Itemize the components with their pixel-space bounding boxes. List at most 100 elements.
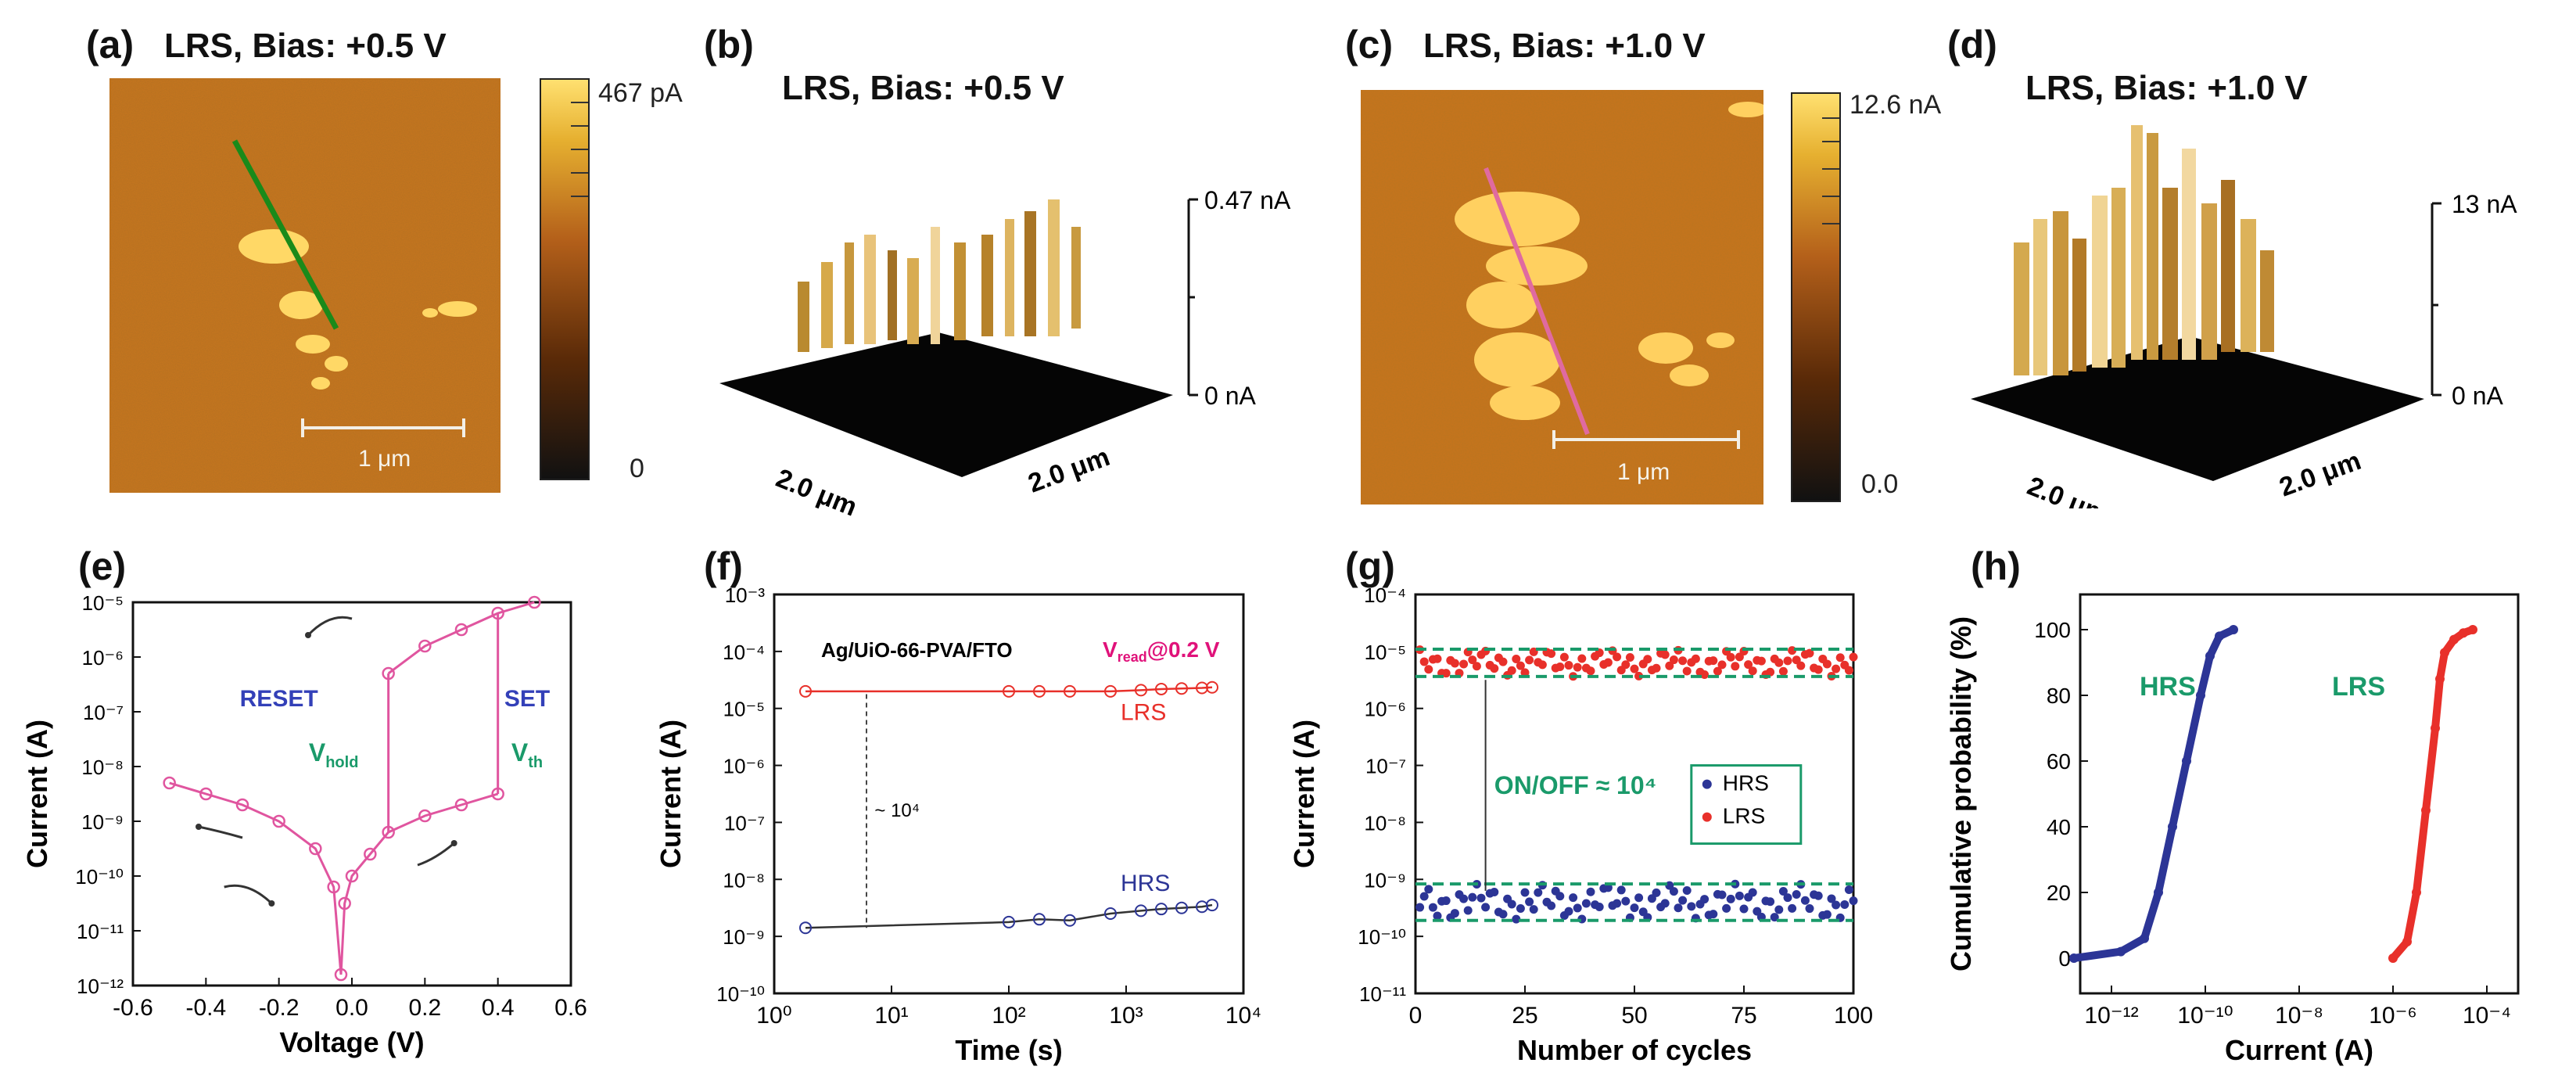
chart-g-point-LRS: [1450, 659, 1459, 668]
chart-f-point-HRS: [1175, 901, 1188, 914]
panel-title-c: LRS, Bias: +1.0 V: [1423, 27, 1706, 65]
chart-g-point-HRS: [1581, 899, 1591, 908]
chart-g-point-LRS: [1744, 660, 1753, 670]
chart-g-point-HRS: [1814, 891, 1823, 900]
chart-h-xtick-label: 10⁻¹²: [2084, 1003, 2138, 1029]
chart-g-legend-marker-LRS: [1702, 812, 1712, 822]
chart-g-ytick-label: 10⁻⁷: [1365, 755, 1406, 778]
y-axis-d: 2.0 μm: [2276, 446, 2365, 503]
chart-g-point-HRS: [1735, 891, 1744, 900]
chart-g-ytick-label: 10⁻⁹: [1364, 868, 1406, 892]
chart-g-point-HRS: [1652, 888, 1661, 897]
chart-g-point-LRS: [1652, 663, 1661, 673]
chart-h-point-LRS: [2459, 628, 2468, 638]
chart-g-point-LRS: [1586, 666, 1595, 676]
chart-g-point-HRS: [1832, 900, 1841, 910]
chart-e-xtick-label: 0.2: [408, 995, 441, 1021]
chart-e-point: [364, 847, 377, 861]
chart-e-ytick-label: 10⁻⁵: [82, 591, 124, 615]
chart-f-point-HRS: [1104, 907, 1117, 920]
chart-g-point-LRS: [1634, 671, 1644, 680]
chart-g-point-LRS: [1507, 666, 1516, 675]
chart-g-point-LRS: [1573, 662, 1582, 672]
chart-g-point-HRS: [1586, 887, 1595, 896]
chart-h-ytick-label: 20: [2047, 881, 2071, 905]
afm-map-a-svg: [109, 78, 500, 493]
chart-g-point-LRS: [1512, 655, 1521, 664]
chart-g-point-HRS: [1778, 887, 1788, 896]
chart-g-point-LRS: [1665, 661, 1674, 670]
chart-f-line-HRS: [805, 903, 1213, 929]
chart-g-point-LRS: [1682, 666, 1692, 676]
chart-h-ytick-label: 60: [2047, 749, 2071, 774]
chart-e-ytick-label: 10⁻¹²: [77, 975, 124, 998]
chart-g-point-LRS: [1814, 665, 1823, 674]
chart-g-point-LRS: [1555, 662, 1565, 672]
chart-g-point-LRS: [1660, 650, 1670, 659]
colorbar-c: [1791, 92, 1841, 502]
scale-label-c: 1 μm: [1617, 459, 1670, 485]
chart-g-point-LRS: [1564, 661, 1573, 670]
chart-e-reset-label: RESET: [240, 686, 318, 712]
chart-f-point-HRS: [1003, 915, 1015, 928]
chart-h-point-LRS: [2468, 625, 2477, 634]
chart-h-xtick-label: 10⁻⁸: [2275, 1003, 2323, 1029]
chart-f-line-LRS: [805, 686, 1213, 693]
chart-g-point-HRS: [1569, 893, 1578, 903]
chart-h-ytick-label: 100: [2034, 618, 2071, 642]
afm-current-map-a: 1 μm: [109, 78, 500, 493]
chart-g-point-LRS: [1748, 666, 1757, 676]
chart-e-point: [338, 896, 351, 910]
chart-g-point-HRS: [1459, 894, 1469, 903]
chart-e-vhold-label: Vhold: [309, 738, 359, 771]
chart-g-point-LRS: [1774, 658, 1784, 667]
chart-g-point-HRS: [1674, 903, 1683, 913]
chart-h-cumulative: 10⁻¹² 10⁻¹⁰ 10⁻⁸ 10⁻⁶ 10⁻⁴ 0 20 40 60 80 100 Curren…: [1945, 593, 2520, 1066]
chart-e-arrowhead: [268, 900, 275, 907]
chart-g-point-HRS: [1800, 896, 1810, 905]
chart-g-point-LRS: [1441, 669, 1451, 678]
chart-g-point-HRS: [1788, 903, 1797, 913]
chart-f-ytick-label: 10⁻⁹: [723, 925, 765, 949]
chart-g-point-LRS: [1783, 656, 1792, 666]
chart-h-point-LRS: [2421, 806, 2431, 815]
chart-g-point-HRS: [1849, 896, 1858, 906]
chart-g-point-LRS: [1472, 662, 1481, 671]
chart-g-point-HRS: [1805, 904, 1814, 914]
chart-e-point: [309, 842, 322, 856]
surface-3d-b: 0.47 nA 0 nA 2.0 μm 2.0 μm: [719, 186, 1291, 516]
chart-h-point-HRS: [2205, 651, 2215, 661]
chart-g-point-HRS: [1507, 899, 1516, 909]
chart-h-xtick-label: 10⁻⁴: [2463, 1003, 2511, 1029]
chart-g-point-HRS: [1726, 894, 1735, 903]
chart-f-series-label-HRS: HRS: [1121, 871, 1170, 896]
chart-g-point-LRS: [1805, 648, 1814, 658]
chart-g-point-LRS: [1547, 649, 1556, 659]
z-max-d: 13 nA: [2452, 190, 2517, 218]
chart-g-point-LRS: [1678, 656, 1688, 666]
chart-g-point-HRS: [1682, 885, 1692, 895]
chart-g-point-LRS: [1520, 668, 1530, 677]
chart-e-point: [327, 880, 340, 894]
chart-g-point-LRS: [1419, 657, 1429, 666]
chart-g-point-LRS: [1424, 665, 1433, 674]
chart-g-point-HRS: [1415, 903, 1425, 912]
chart-f-ytick-label: 10⁻⁷: [724, 811, 765, 835]
chart-g-point-HRS: [1476, 893, 1486, 903]
chart-g-point-LRS: [1630, 664, 1639, 673]
chart-h-ytick-label: 0: [2058, 946, 2071, 971]
chart-e-xtick-label: -0.6: [113, 995, 153, 1021]
chart-e-point: [454, 623, 468, 637]
afm-map-c-svg: [1361, 90, 1763, 505]
chart-h-xtick-label: 10⁻¹⁰: [2177, 1003, 2233, 1029]
chart-g-point-LRS: [1731, 662, 1740, 671]
chart-g-point-HRS: [1481, 903, 1491, 912]
chart-g-xtick-label: 50: [1621, 1003, 1647, 1029]
chart-g-point-HRS: [1770, 913, 1779, 922]
chart-h-ylabel: Cumulative probability (%): [1945, 616, 1977, 971]
chart-e-point: [163, 776, 176, 790]
chart-h-ytick-label: 80: [2047, 684, 2071, 708]
chart-g-point-HRS: [1616, 885, 1626, 895]
scale-label-a: 1 μm: [358, 446, 411, 472]
chart-g-point-HRS: [1678, 896, 1688, 905]
